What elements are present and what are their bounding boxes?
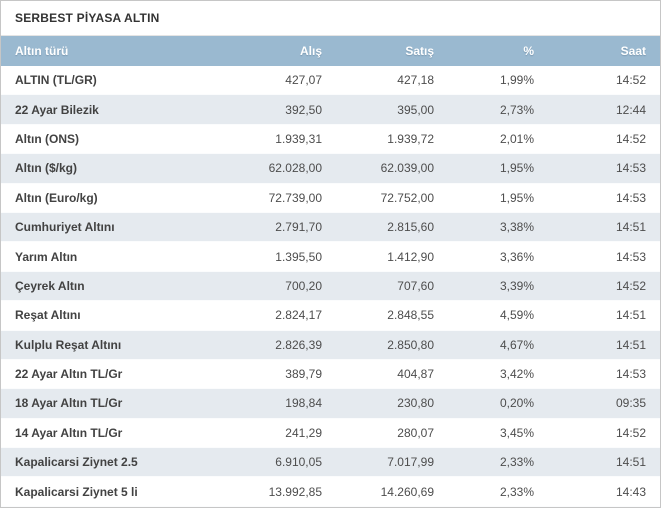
percent-value: 4,67% bbox=[499, 337, 534, 352]
buy-value: 62.028,00 bbox=[268, 161, 322, 176]
time-value: 14:52 bbox=[615, 73, 646, 88]
buy-value: 13.992,85 bbox=[268, 484, 322, 499]
sell-value: 2.815,60 bbox=[387, 220, 434, 235]
time-value: 14:51 bbox=[615, 308, 646, 323]
gold-type: Kapalicarsi Ziynet 2.5 bbox=[15, 455, 138, 470]
time-value: 14:53 bbox=[615, 249, 646, 264]
table-row: 22 Ayar Bilezik 392,50 395,00 2,73% 12:4… bbox=[1, 94, 660, 125]
time-value: 14:51 bbox=[615, 455, 646, 470]
column-header-percent: % bbox=[448, 36, 548, 66]
column-header-type: Altın türü bbox=[1, 36, 241, 66]
gold-type: ALTIN (TL/GR) bbox=[15, 73, 97, 88]
percent-value: 4,59% bbox=[499, 308, 534, 323]
buy-value: 1.395,50 bbox=[275, 249, 322, 264]
gold-type: 22 Ayar Bilezik bbox=[15, 102, 99, 117]
gold-type: 22 Ayar Altın TL/Gr bbox=[15, 367, 123, 382]
sell-value: 72.752,00 bbox=[380, 190, 434, 205]
percent-value: 1,95% bbox=[499, 190, 534, 205]
buy-value: 700,20 bbox=[285, 278, 322, 293]
buy-value: 6.910,05 bbox=[275, 455, 322, 470]
time-value: 14:52 bbox=[615, 131, 646, 146]
sell-value: 280,07 bbox=[397, 425, 434, 440]
buy-value: 2.826,39 bbox=[275, 337, 322, 352]
table-row: Altın ($/kg) 62.028,00 62.039,00 1,95% 1… bbox=[1, 153, 660, 184]
percent-value: 1,95% bbox=[499, 161, 534, 176]
sell-value: 1.412,90 bbox=[387, 249, 434, 264]
table-header-row: Altın türü Alış Satış % Saat bbox=[1, 36, 660, 66]
buy-value: 392,50 bbox=[285, 102, 322, 117]
sell-value: 2.850,80 bbox=[387, 337, 434, 352]
table-row: Kapalicarsi Ziynet 5 li 13.992,85 14.260… bbox=[1, 476, 660, 507]
percent-value: 1,99% bbox=[499, 73, 534, 88]
gold-type: 18 Ayar Altın TL/Gr bbox=[15, 396, 123, 411]
table-row: 22 Ayar Altın TL/Gr 389,79 404,87 3,42% … bbox=[1, 359, 660, 389]
gold-type: Kulplu Reşat Altını bbox=[15, 337, 122, 352]
column-header-sell: Satış bbox=[336, 36, 448, 66]
gold-type: Reşat Altını bbox=[15, 308, 81, 323]
sell-value: 1.939,72 bbox=[387, 131, 434, 146]
table-row: Yarım Altın 1.395,50 1.412,90 3,36% 14:5… bbox=[1, 241, 660, 272]
buy-value: 389,79 bbox=[285, 367, 322, 382]
percent-value: 3,39% bbox=[499, 278, 534, 293]
percent-value: 3,42% bbox=[499, 367, 534, 382]
buy-value: 2.824,17 bbox=[275, 308, 322, 323]
gold-type: Altın (Euro/kg) bbox=[15, 190, 98, 205]
buy-value: 198,84 bbox=[285, 396, 322, 411]
sell-value: 395,00 bbox=[397, 102, 434, 117]
buy-value: 1.939,31 bbox=[275, 131, 322, 146]
time-value: 12:44 bbox=[615, 102, 646, 117]
buy-value: 2.791,70 bbox=[275, 220, 322, 235]
sell-value: 404,87 bbox=[397, 367, 434, 382]
gold-type: Yarım Altın bbox=[15, 249, 78, 264]
time-value: 14:53 bbox=[615, 367, 646, 382]
gold-type: Cumhuriyet Altını bbox=[15, 220, 115, 235]
table-row: Altın (Euro/kg) 72.739,00 72.752,00 1,95… bbox=[1, 183, 660, 213]
time-value: 14:51 bbox=[615, 337, 646, 352]
sell-value: 707,60 bbox=[397, 278, 434, 293]
sell-value: 427,18 bbox=[397, 73, 434, 88]
table-row: Cumhuriyet Altını 2.791,70 2.815,60 3,38… bbox=[1, 212, 660, 242]
column-header-buy: Alış bbox=[241, 36, 336, 66]
table-row: 14 Ayar Altın TL/Gr 241,29 280,07 3,45% … bbox=[1, 418, 660, 448]
time-value: 14:53 bbox=[615, 161, 646, 176]
percent-value: 0,20% bbox=[499, 396, 534, 411]
sell-value: 14.260,69 bbox=[380, 484, 434, 499]
widget-title: SERBEST PİYASA ALTIN bbox=[1, 1, 660, 36]
time-value: 14:52 bbox=[615, 278, 646, 293]
time-value: 09:35 bbox=[615, 396, 646, 411]
table-row: Çeyrek Altın 700,20 707,60 3,39% 14:52 bbox=[1, 271, 660, 301]
buy-value: 72.739,00 bbox=[268, 190, 322, 205]
gold-type: Kapalicarsi Ziynet 5 li bbox=[15, 484, 138, 499]
table-row: 18 Ayar Altın TL/Gr 198,84 230,80 0,20% … bbox=[1, 388, 660, 419]
percent-value: 3,45% bbox=[499, 425, 534, 440]
percent-value: 2,01% bbox=[499, 131, 534, 146]
column-header-time: Saat bbox=[548, 36, 660, 66]
time-value: 14:43 bbox=[615, 484, 646, 499]
percent-value: 2,73% bbox=[499, 102, 534, 117]
table-row: Altın (ONS) 1.939,31 1.939,72 2,01% 14:5… bbox=[1, 124, 660, 154]
gold-type: Altın (ONS) bbox=[15, 131, 79, 146]
percent-value: 3,38% bbox=[499, 220, 534, 235]
buy-value: 241,29 bbox=[285, 425, 322, 440]
sell-value: 62.039,00 bbox=[380, 161, 434, 176]
percent-value: 2,33% bbox=[499, 455, 534, 470]
table-row: ALTIN (TL/GR) 427,07 427,18 1,99% 14:52 bbox=[1, 66, 660, 95]
percent-value: 3,36% bbox=[499, 249, 534, 264]
sell-value: 7.017,99 bbox=[387, 455, 434, 470]
gold-prices-table: Altın türü Alış Satış % Saat ALTIN (TL/G… bbox=[1, 36, 660, 507]
sell-value: 2.848,55 bbox=[387, 308, 434, 323]
table-row: Kapalicarsi Ziynet 2.5 6.910,05 7.017,99… bbox=[1, 447, 660, 477]
table-row: Reşat Altını 2.824,17 2.848,55 4,59% 14:… bbox=[1, 300, 660, 331]
time-value: 14:51 bbox=[615, 220, 646, 235]
gold-type: Çeyrek Altın bbox=[15, 278, 85, 293]
percent-value: 2,33% bbox=[499, 484, 534, 499]
buy-value: 427,07 bbox=[285, 73, 322, 88]
time-value: 14:52 bbox=[615, 425, 646, 440]
gold-type: Altın ($/kg) bbox=[15, 161, 77, 176]
sell-value: 230,80 bbox=[397, 396, 434, 411]
table-row: Kulplu Reşat Altını 2.826,39 2.850,80 4,… bbox=[1, 330, 660, 360]
gold-type: 14 Ayar Altın TL/Gr bbox=[15, 425, 123, 440]
time-value: 14:53 bbox=[615, 190, 646, 205]
